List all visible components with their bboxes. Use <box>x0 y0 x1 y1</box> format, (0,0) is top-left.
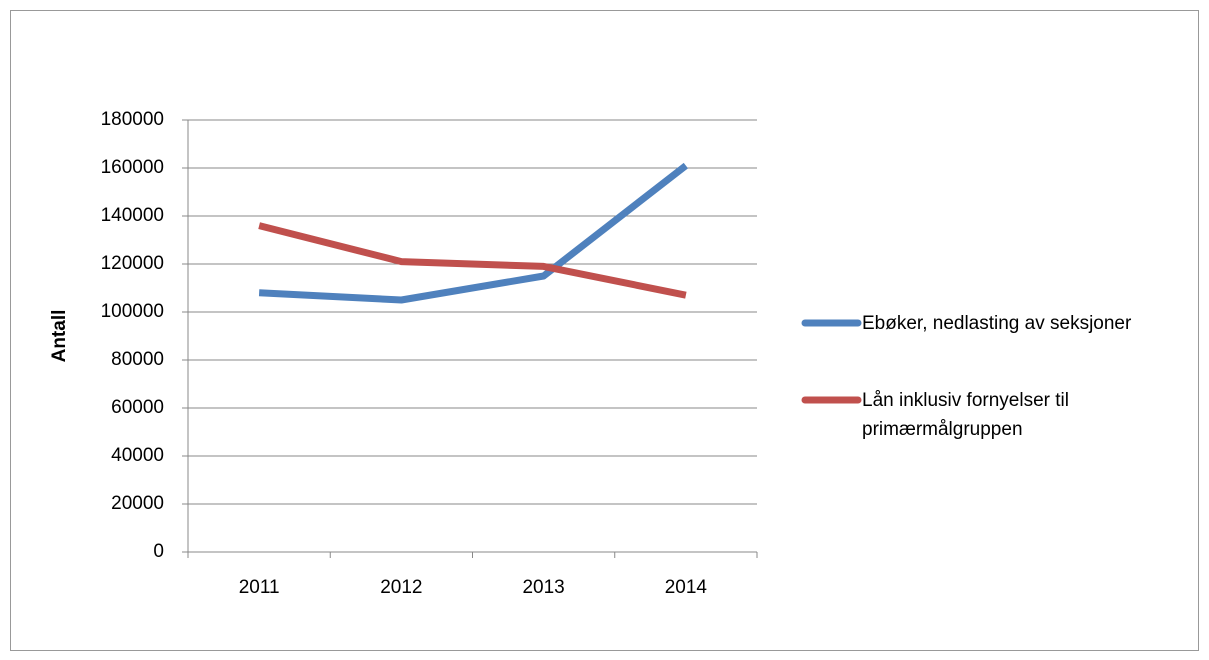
y-axis-label: Antall <box>49 310 70 363</box>
y-tick-label: 60000 <box>111 397 164 418</box>
series-line <box>258 162 689 304</box>
y-tick-label: 0 <box>153 541 164 562</box>
chart-border <box>10 10 1199 651</box>
y-tick-label: 80000 <box>111 349 164 370</box>
y-tick-label: 20000 <box>111 493 164 514</box>
legend-label: Lån inklusiv fornyelser til primærmålgru… <box>862 390 1069 440</box>
x-tick-label: 2012 <box>380 577 422 598</box>
y-tick-label: 40000 <box>111 445 164 466</box>
y-tick-label: 180000 <box>101 109 164 130</box>
y-tick-label: 120000 <box>101 253 164 274</box>
y-tick-label: 160000 <box>101 157 164 178</box>
x-tick-label: 2011 <box>239 577 280 598</box>
y-tick-label: 140000 <box>101 205 164 226</box>
x-tick-label: 2013 <box>522 577 564 598</box>
series-line <box>258 222 687 299</box>
legend-label: Ebøker, nedlasting av seksjoner <box>862 313 1132 334</box>
y-tick-label: 100000 <box>101 301 164 322</box>
x-tick-label: 2014 <box>665 577 708 598</box>
